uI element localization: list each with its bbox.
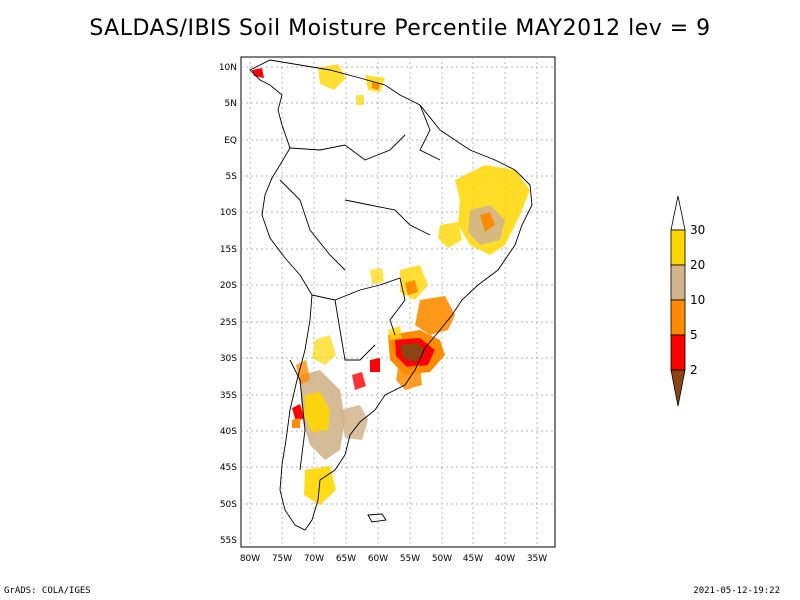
country-border-4	[334, 299, 376, 361]
legend-swatch-below-2	[670, 369, 686, 407]
footer-timestamp: 2021-05-12-19:22	[693, 586, 780, 596]
color-bar-labels: 30 20 10 5 2	[690, 223, 705, 377]
footer-credit: GrADS: COLA/IGES	[4, 586, 91, 596]
lat-tick-label: 45S	[220, 463, 237, 473]
lat-tick-label: 20S	[220, 281, 237, 291]
country-border-1	[289, 134, 406, 161]
legend-label: 10	[690, 293, 705, 307]
lat-tick-label: 5N	[225, 99, 237, 109]
lat-tick-label: 10N	[219, 63, 237, 73]
longitude-axis: 80W 75W 70W 65W 60W 55W 50W 45W 40W 35W	[240, 554, 547, 564]
lon-tick-label: 60W	[368, 554, 388, 564]
legend-label: 5	[690, 328, 698, 342]
country-border-6	[279, 179, 346, 271]
lon-tick-label: 75W	[272, 554, 292, 564]
lon-tick-label: 55W	[400, 554, 420, 564]
country-border-3	[311, 277, 401, 301]
country-border-5	[389, 277, 406, 336]
lat-tick-label: 25S	[220, 318, 237, 328]
lon-tick-label: 50W	[432, 554, 452, 564]
legend-swatch-2-5	[670, 334, 686, 371]
south-america-coastline	[249, 59, 533, 531]
lon-tick-label: 80W	[240, 554, 260, 564]
lon-tick-label: 70W	[304, 554, 324, 564]
map-grid	[241, 57, 555, 547]
legend-swatch-20-30	[670, 229, 686, 266]
map-title: SALDAS/IBIS Soil Moisture Percentile MAY…	[89, 16, 711, 41]
map-frame	[240, 56, 556, 548]
lat-tick-label: 10S	[220, 208, 237, 218]
lat-tick-label: 35S	[220, 391, 237, 401]
lat-tick-label: EQ	[224, 136, 237, 146]
lat-tick-label: 5S	[226, 172, 238, 182]
lon-tick-label: 45W	[463, 554, 483, 564]
legend-label: 2	[690, 363, 698, 377]
lat-tick-label: 55S	[220, 536, 237, 546]
legend-label: 30	[690, 223, 705, 237]
country-border-8	[419, 104, 441, 161]
legend-swatch-10-20	[670, 264, 686, 301]
country-border-7	[289, 359, 306, 471]
country-border-2	[344, 199, 431, 236]
legend-label: 20	[690, 258, 705, 272]
lat-tick-label: 40S	[220, 427, 237, 437]
lon-tick-label: 35W	[527, 554, 547, 564]
legend-swatch-above-30	[670, 195, 686, 231]
lat-tick-label: 15S	[220, 245, 237, 255]
latitude-axis: 10N 5N EQ 5S 10S 15S 20S 25S 30S 35S 40S…	[219, 63, 237, 546]
coastline-borders	[249, 59, 533, 531]
lon-tick-label: 40W	[495, 554, 515, 564]
lat-tick-label: 30S	[220, 354, 237, 364]
color-bar-legend	[670, 195, 686, 407]
falkland-islands	[367, 513, 387, 523]
lon-tick-label: 65W	[336, 554, 356, 564]
legend-swatch-5-10	[670, 299, 686, 336]
lat-tick-label: 50S	[220, 500, 237, 510]
